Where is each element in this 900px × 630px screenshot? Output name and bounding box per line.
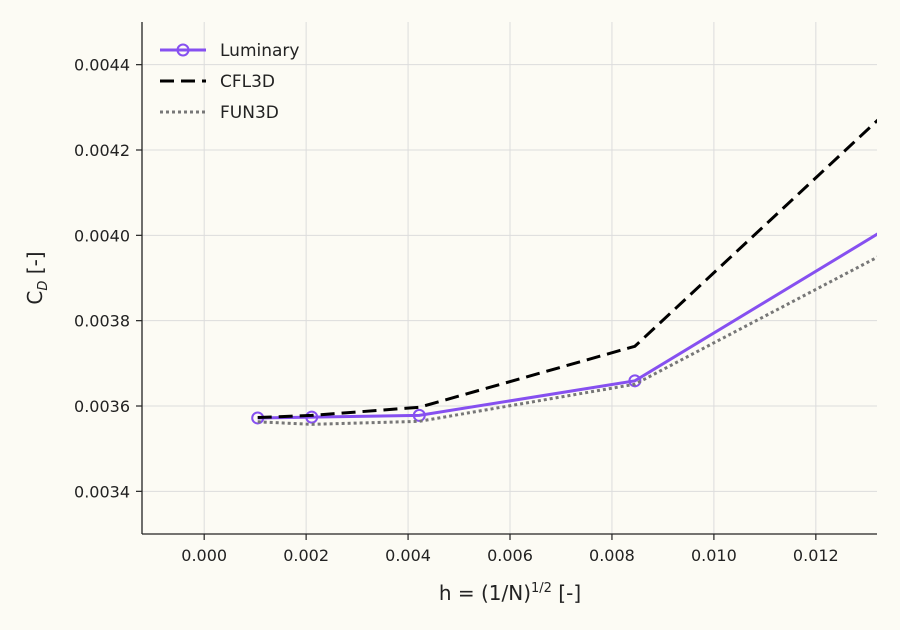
x-tick-label: 0.004 [385,546,431,565]
series-line-cfl3d [257,118,877,420]
legend-label-luminary: Luminary [220,41,299,61]
grid [142,22,877,534]
y-tick-label: 0.0042 [74,141,130,160]
legend-label-fun3d: FUN3D [220,103,279,123]
ticks: 0.000 0.002 0.004 0.006 0.008 0.010 0.012 0.003… [74,56,839,565]
x-tick-label: 0.012 [793,546,839,565]
y-tick-label: 0.0034 [74,482,130,501]
x-tick-label: 0.000 [181,546,227,565]
y-axis-label-unit: [-] [23,251,47,280]
y-tick-label: 0.0044 [74,56,130,75]
x-axis-label: h = (1/N)1/2 [-] [439,581,581,605]
series-line-fun3d [257,255,877,426]
legend: Luminary CFL3D FUN3D [160,41,299,123]
y-axis-label-subscript: D [36,281,51,291]
x-tick-label: 0.006 [487,546,533,565]
series-line-luminary [257,232,877,420]
y-tick-label: 0.0040 [74,226,130,245]
x-tick-label: 0.002 [283,546,329,565]
data-point-luminary [412,408,426,422]
x-tick-label: 0.008 [589,546,635,565]
y-tick-label: 0.0038 [74,312,130,331]
legend-marker-luminary [176,43,190,57]
axes [141,22,877,535]
x-axis-label-exponent: 1/2 [531,581,552,596]
legend-label-cfl3d: CFL3D [220,72,275,92]
x-axis-label-unit: [-] [552,581,581,605]
x-tick-label: 0.010 [691,546,737,565]
series-lines [251,118,877,426]
y-tick-label: 0.0036 [74,397,130,416]
y-axis-label: CD [-] [23,251,51,304]
